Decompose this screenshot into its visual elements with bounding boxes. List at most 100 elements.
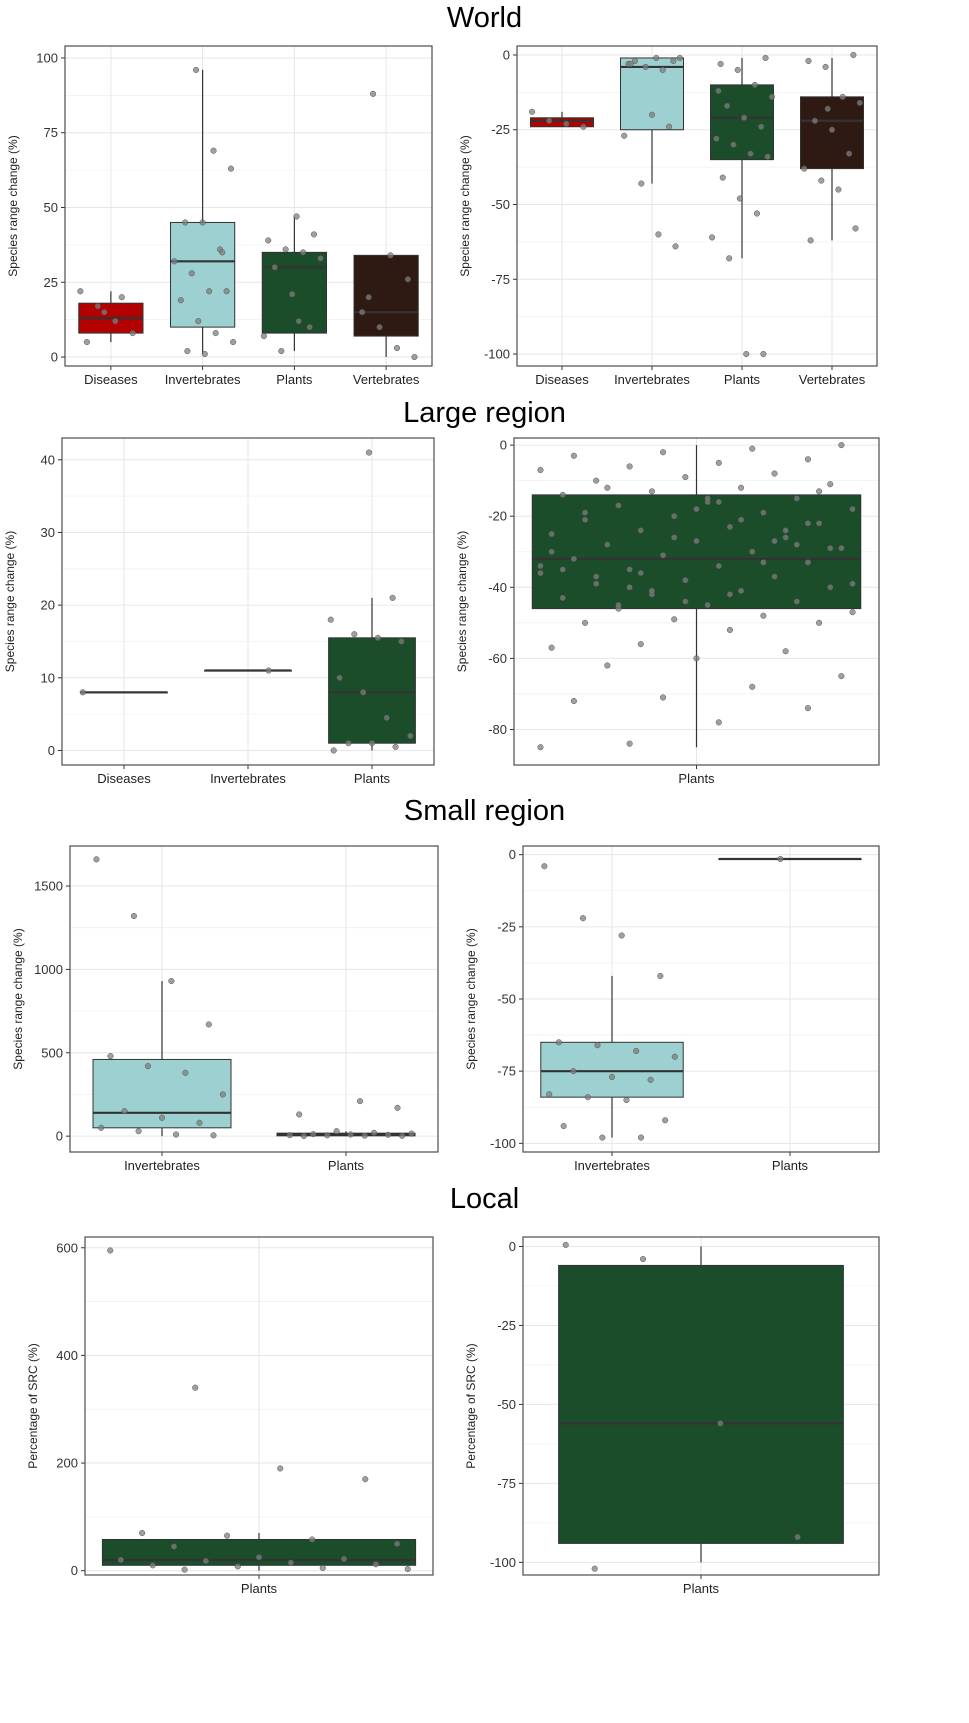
data-point [599,1134,606,1141]
panel-border [84,1236,434,1576]
data-point [555,1039,562,1046]
data-point [794,1534,801,1541]
data-point [693,655,700,662]
data-point [195,318,202,325]
data-point [715,562,722,570]
data-point [286,1132,293,1139]
data-point [704,602,711,609]
data-point [723,102,731,109]
y-tick-label: 500 [41,1045,63,1060]
y-tick-label: 600 [56,1240,78,1255]
data-point [838,545,845,552]
data-point [368,740,376,747]
data-point [762,54,769,62]
section-title-small-region: Small region [403,795,566,827]
data-point [827,545,834,552]
data-point [196,1119,203,1126]
data-point [637,570,644,577]
data-point [753,210,761,217]
data-point [764,153,771,160]
data-point [107,1247,114,1254]
y-tick-label: 25 [44,275,58,290]
data-point [319,1564,326,1572]
box-invertebrates [620,57,684,131]
panel-small-right: 0 -25 -50 -75 -100 Invertebrates Plants Species… [464,845,880,1173]
y-tick-label: 20 [41,598,55,613]
box-plants [558,1264,844,1544]
panel-border [64,45,433,367]
data-point [777,855,784,863]
panel-background [517,46,877,366]
data-point [639,1256,647,1263]
data-point [827,584,834,591]
data-point [671,534,678,541]
data-point [219,249,226,256]
data-point [828,126,836,133]
data-point [537,562,544,570]
panel-local-right: 0 -25 -50 -75 -100 Plants Percentage of SRC (%… [464,1236,880,1596]
data-point [393,345,401,352]
data-point [559,566,566,573]
y-axis-label: Species range change (%) [6,135,20,276]
data-point [822,63,829,70]
y-tick-label: -50 [491,197,510,212]
data-point [361,1132,368,1139]
panel-border [61,437,435,766]
data-point [726,591,733,598]
y-tick-label: -100 [484,347,510,362]
data-point [345,740,352,747]
data-point [633,1047,640,1055]
data-point [693,538,700,545]
data-point [637,1134,645,1141]
x-tick-label: Plants [328,1158,365,1173]
data-point [852,225,859,232]
data-point [593,573,600,580]
data-point [631,57,638,65]
data-point [593,477,600,484]
y-tick-label: 75 [44,125,58,140]
data-point [366,449,373,456]
y-tick-label: -20 [488,509,507,524]
y-tick-label: -40 [488,580,507,595]
data-point [760,612,767,619]
data-point [807,237,814,244]
data-point [793,598,800,605]
data-point [594,1042,601,1049]
y-tick-label: 0 [71,1563,78,1578]
data-point [372,1561,379,1568]
data-point [709,234,716,241]
data-point [407,732,414,739]
data-point [618,932,625,939]
y-tick-label: 400 [56,1348,78,1363]
data-point [408,1130,415,1137]
data-point [749,548,756,555]
data-point [227,165,235,172]
data-point [271,264,278,271]
data-point [370,90,377,97]
data-point [546,1091,553,1098]
data-point [717,1420,724,1427]
data-point [365,294,372,301]
data-point [642,63,649,70]
data-point [260,333,267,340]
data-point [805,57,812,65]
data-point [591,1565,598,1572]
data-point [793,541,800,548]
data-point [139,1529,146,1537]
data-point [846,150,853,157]
data-point [655,231,662,238]
data-point [107,1053,114,1060]
data-point [749,683,756,690]
data-point [309,1536,316,1543]
data-point [306,324,313,331]
data-point [747,150,754,157]
data-point [327,616,334,623]
data-point [743,350,750,358]
data-point [295,318,302,325]
data-point [265,667,272,674]
data-point [411,353,418,361]
data-point [736,195,743,202]
data-point [666,123,673,130]
section-title-local: Local [449,1183,520,1215]
data-point [662,1117,669,1124]
